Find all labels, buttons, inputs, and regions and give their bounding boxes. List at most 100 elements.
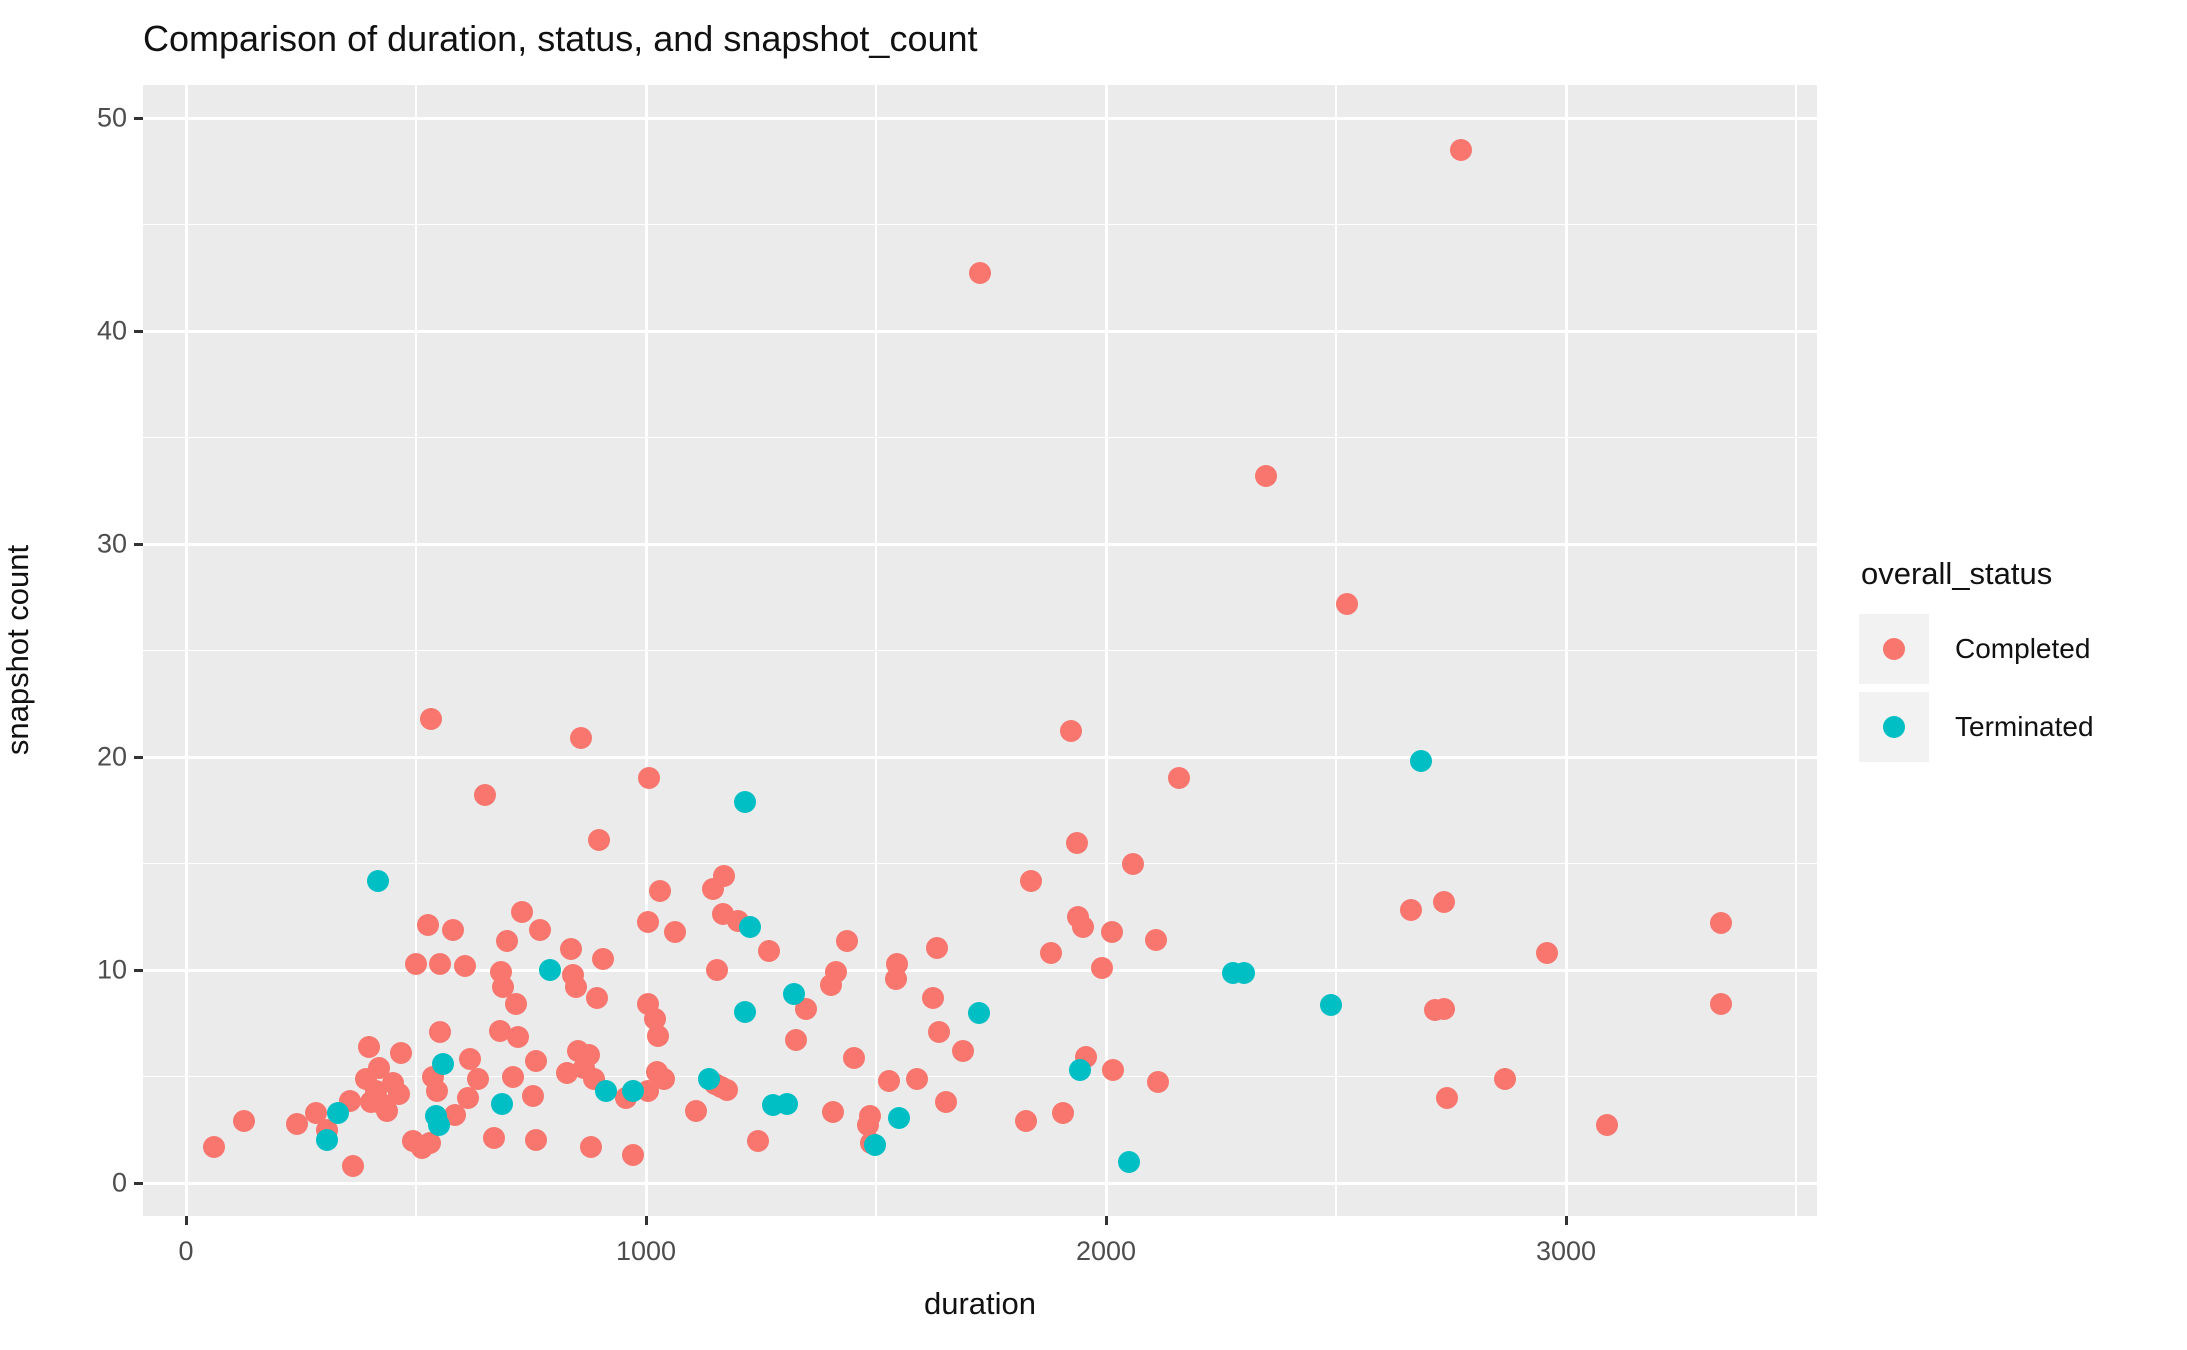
gridline — [143, 756, 1817, 759]
data-point-completed — [835, 930, 858, 953]
data-point-completed — [522, 1084, 545, 1107]
data-point-completed — [1015, 1110, 1038, 1133]
data-point-completed — [824, 961, 847, 984]
data-point-terminated — [366, 869, 389, 892]
data-point-completed — [648, 880, 671, 903]
data-point-completed — [758, 939, 781, 962]
data-point-terminated — [427, 1114, 450, 1137]
data-point-completed — [495, 930, 518, 953]
data-point-completed — [483, 1127, 506, 1150]
data-point-completed — [784, 1029, 807, 1052]
x-tick-mark — [185, 1216, 188, 1225]
data-point-completed — [878, 1069, 901, 1092]
data-point-completed — [428, 952, 451, 975]
data-point-completed — [569, 726, 592, 749]
data-point-completed — [579, 1135, 602, 1158]
legend-key-terminated — [1859, 692, 1929, 762]
data-point-completed — [304, 1101, 327, 1124]
y-tick-mark — [134, 117, 143, 120]
x-tick-label: 3000 — [1535, 1236, 1597, 1266]
x-tick-label: 2000 — [1075, 1236, 1137, 1266]
data-point-completed — [1052, 1101, 1075, 1124]
data-point-completed — [507, 1026, 530, 1049]
data-point-completed — [426, 1080, 449, 1103]
data-point-completed — [952, 1039, 975, 1062]
data-point-completed — [341, 1154, 364, 1177]
data-point-completed — [456, 1086, 479, 1109]
data-point-completed — [417, 914, 440, 937]
data-point-completed — [510, 901, 533, 924]
y-tick-mark — [134, 330, 143, 333]
data-point-completed — [565, 976, 588, 999]
data-point-terminated — [783, 983, 806, 1006]
y-tick-mark — [134, 756, 143, 759]
data-point-completed — [458, 1048, 481, 1071]
data-point-terminated — [888, 1107, 911, 1130]
data-point-terminated — [538, 959, 561, 981]
data-point-completed — [1336, 592, 1359, 615]
data-point-completed — [716, 1079, 739, 1102]
data-point-completed — [502, 1065, 525, 1088]
data-point-completed — [420, 707, 443, 730]
data-point-completed — [525, 1049, 548, 1072]
data-point-terminated — [864, 1133, 887, 1156]
plot-panel — [143, 85, 1817, 1216]
data-point-completed — [368, 1056, 391, 1079]
data-point-completed — [842, 1047, 865, 1070]
data-point-completed — [428, 1020, 451, 1043]
data-point-completed — [1071, 916, 1094, 939]
data-point-terminated — [1068, 1059, 1091, 1082]
data-point-completed — [922, 986, 945, 1009]
data-point-completed — [636, 911, 659, 934]
data-point-completed — [587, 829, 610, 852]
data-point-terminated — [432, 1052, 455, 1075]
legend-title: overall_status — [1861, 556, 2053, 591]
data-point-terminated — [315, 1129, 338, 1152]
data-point-completed — [1101, 920, 1124, 943]
data-point-completed — [1039, 941, 1062, 964]
data-point-completed — [1144, 929, 1167, 952]
data-point-completed — [713, 865, 736, 888]
gridline — [875, 85, 877, 1216]
data-point-terminated — [697, 1067, 720, 1090]
data-point-terminated — [968, 1001, 991, 1024]
data-point-terminated — [491, 1093, 514, 1116]
gridline — [143, 862, 1817, 864]
data-point-completed — [663, 920, 686, 943]
data-point-completed — [968, 262, 991, 285]
data-point-completed — [1167, 767, 1190, 790]
y-tick-mark — [134, 969, 143, 972]
gridline — [143, 1182, 1817, 1185]
data-point-completed — [859, 1104, 882, 1127]
data-point-completed — [556, 1062, 579, 1085]
data-point-completed — [1433, 998, 1456, 1021]
data-point-completed — [473, 784, 496, 807]
y-tick-label: 0 — [111, 1167, 127, 1198]
gridline — [143, 223, 1817, 225]
data-point-terminated — [1409, 750, 1432, 773]
gridline — [143, 543, 1817, 546]
data-point-terminated — [594, 1080, 617, 1103]
gridline — [1565, 85, 1568, 1216]
data-point-completed — [444, 1103, 467, 1126]
x-tick-mark — [1105, 1216, 1108, 1225]
gridline — [645, 85, 648, 1216]
data-point-completed — [906, 1067, 929, 1090]
data-point-completed — [1710, 912, 1733, 935]
data-point-completed — [746, 1130, 769, 1153]
data-point-completed — [489, 1019, 512, 1042]
x-tick-mark — [1565, 1216, 1568, 1225]
data-point-terminated — [733, 1000, 756, 1023]
data-point-completed — [1122, 852, 1145, 875]
gridline — [143, 649, 1817, 651]
data-point-completed — [1436, 1086, 1459, 1109]
x-tick-label: 1000 — [615, 1236, 677, 1266]
x-tick-label: 0 — [178, 1236, 194, 1266]
data-point-completed — [1710, 993, 1733, 1016]
data-point-completed — [925, 936, 948, 959]
data-point-completed — [1091, 956, 1114, 979]
data-point-completed — [203, 1135, 226, 1158]
data-point-terminated — [776, 1093, 799, 1116]
data-point-completed — [525, 1129, 548, 1152]
